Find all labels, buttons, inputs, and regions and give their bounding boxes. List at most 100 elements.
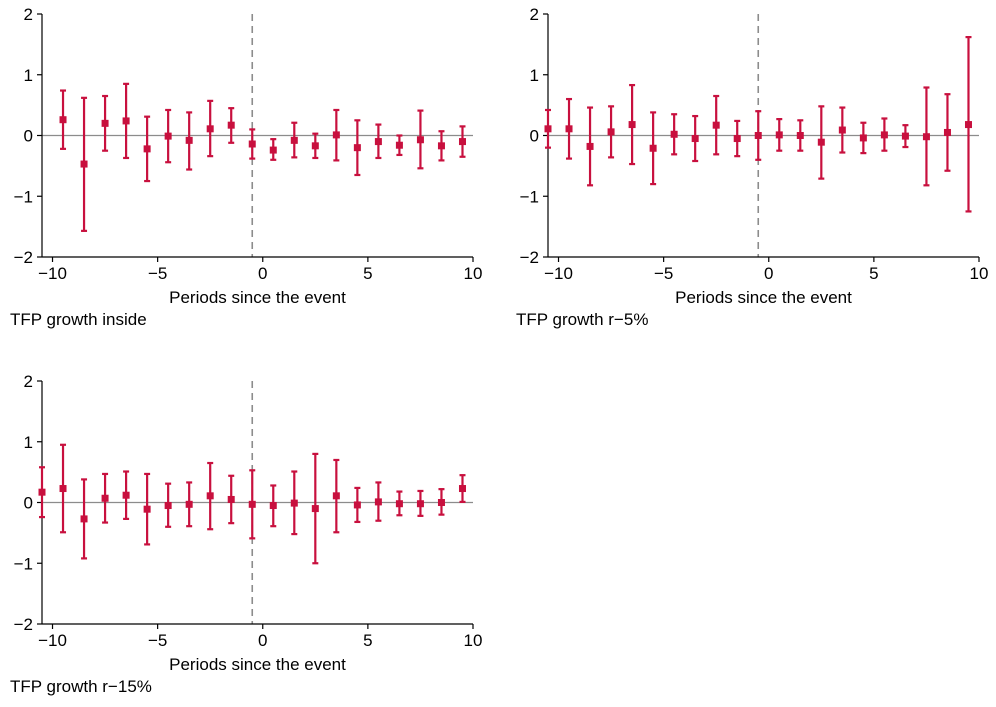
point-estimate-marker xyxy=(670,130,678,138)
point-estimate-marker xyxy=(964,121,972,129)
y-tick-label: 1 xyxy=(24,66,33,85)
y-tick-label: −1 xyxy=(520,187,539,206)
x-tick-label: −5 xyxy=(148,631,167,650)
point-estimate-marker xyxy=(164,502,172,510)
chart-panel-tfp-r5: −2 −1 0 1 2 −10 −5 0 5 10 Periods since the event … xyxy=(506,0,996,340)
point-estimate-marker xyxy=(332,492,340,500)
x-tick-label: 10 xyxy=(464,631,483,650)
point-estimate-marker xyxy=(859,134,867,142)
y-tick-label: −2 xyxy=(14,248,33,267)
point-estimate-marker xyxy=(59,485,67,493)
point-estimate-marker xyxy=(374,138,382,146)
point-estimate-marker xyxy=(649,144,657,152)
point-estimate-marker xyxy=(838,126,846,134)
point-estimate-marker xyxy=(565,125,573,133)
point-estimate-marker xyxy=(691,135,699,143)
point-estimate-marker xyxy=(395,141,403,149)
point-estimate-marker xyxy=(185,136,193,144)
point-estimate-marker xyxy=(901,132,909,140)
x-tick-label: −10 xyxy=(38,264,67,283)
point-estimate-marker xyxy=(290,499,298,507)
point-estimate-marker xyxy=(395,500,403,508)
point-estimate-marker xyxy=(943,128,951,136)
point-estimate-marker xyxy=(712,121,720,129)
chart-subtitle: TFP growth r−15% xyxy=(10,677,152,696)
point-estimate-marker xyxy=(143,505,151,513)
point-estimate-marker xyxy=(80,515,88,523)
y-tick-label: 2 xyxy=(24,5,33,24)
point-estimate-marker xyxy=(458,485,466,493)
point-estimate-marker xyxy=(227,495,235,503)
point-estimate-marker xyxy=(416,136,424,144)
x-tick-label: −5 xyxy=(148,264,167,283)
x-tick-label: 5 xyxy=(363,631,372,650)
y-tick-label: 2 xyxy=(24,372,33,391)
chart-panel-tfp-r15: −2 −1 0 1 2 −10 −5 0 5 10 Periods since the event … xyxy=(0,367,490,707)
y-tick-label: −1 xyxy=(14,187,33,206)
point-estimate-marker xyxy=(206,492,214,500)
x-tick-label: 5 xyxy=(869,264,878,283)
point-estimate-marker xyxy=(101,494,109,502)
point-estimate-marker xyxy=(122,491,130,499)
point-estimate-marker xyxy=(248,500,256,508)
x-tick-label: −5 xyxy=(654,264,673,283)
point-estimate-marker xyxy=(416,500,424,508)
point-estimate-marker xyxy=(353,144,361,152)
x-tick-label: 0 xyxy=(764,264,773,283)
x-tick-label: 5 xyxy=(363,264,372,283)
y-tick-label: 1 xyxy=(24,433,33,452)
point-estimate-marker xyxy=(311,142,319,150)
chart-subtitle: TFP growth inside xyxy=(10,310,147,329)
point-estimate-marker xyxy=(374,498,382,506)
chart-panel-tfp-inside: −2 −1 0 1 2 −10 −5 0 5 10 Periods since the event … xyxy=(0,0,490,340)
point-estimate-marker xyxy=(80,160,88,168)
y-tick-label: 0 xyxy=(530,127,539,146)
point-estimate-marker xyxy=(206,125,214,133)
point-estimate-marker xyxy=(311,505,319,513)
y-tick-label: 2 xyxy=(530,5,539,24)
point-estimate-marker xyxy=(544,125,552,133)
x-tick-label: 10 xyxy=(970,264,989,283)
point-estimate-marker xyxy=(59,116,67,124)
point-estimate-marker xyxy=(922,133,930,141)
point-estimate-marker xyxy=(458,138,466,146)
y-tick-label: 1 xyxy=(530,66,539,85)
point-estimate-marker xyxy=(628,121,636,129)
x-axis-label: Periods since the event xyxy=(169,288,346,307)
x-axis-label: Periods since the event xyxy=(169,655,346,674)
point-estimate-marker xyxy=(586,142,594,150)
point-estimate-marker xyxy=(754,132,762,139)
point-estimate-marker xyxy=(817,138,825,146)
point-estimate-marker xyxy=(269,146,277,154)
y-tick-label: −1 xyxy=(14,554,33,573)
chart-subtitle: TFP growth r−5% xyxy=(516,310,649,329)
point-estimate-marker xyxy=(143,145,151,153)
x-tick-label: 0 xyxy=(258,631,267,650)
point-estimate-marker xyxy=(437,142,445,150)
point-estimate-marker xyxy=(227,121,235,129)
y-tick-label: −2 xyxy=(520,248,539,267)
point-estimate-marker xyxy=(269,502,277,510)
y-tick-label: 0 xyxy=(24,127,33,146)
point-estimate-marker xyxy=(122,117,130,125)
point-estimate-marker xyxy=(101,119,109,127)
point-estimate-marker xyxy=(185,500,193,508)
point-estimate-marker xyxy=(880,131,888,139)
point-estimate-marker xyxy=(38,488,46,496)
point-estimate-marker xyxy=(437,499,445,506)
point-estimate-marker xyxy=(353,501,361,509)
point-estimate-marker xyxy=(290,136,298,144)
x-tick-label: −10 xyxy=(544,264,573,283)
x-tick-label: −10 xyxy=(38,631,67,650)
point-estimate-marker xyxy=(796,132,804,139)
x-tick-label: 10 xyxy=(464,264,483,283)
point-estimate-marker xyxy=(164,132,172,140)
point-estimate-marker xyxy=(607,128,615,136)
x-axis-label: Periods since the event xyxy=(675,288,852,307)
y-tick-label: 0 xyxy=(24,494,33,513)
y-tick-label: −2 xyxy=(14,615,33,634)
x-tick-label: 0 xyxy=(258,264,267,283)
point-estimate-marker xyxy=(775,131,783,139)
